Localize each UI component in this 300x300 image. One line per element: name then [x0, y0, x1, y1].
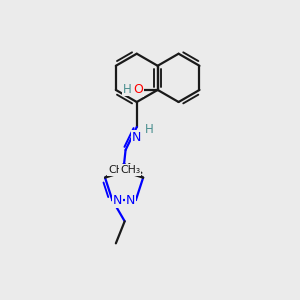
Text: O: O	[133, 83, 143, 96]
Text: CH₃: CH₃	[120, 165, 140, 175]
Text: N: N	[126, 194, 135, 207]
Text: H: H	[123, 82, 131, 95]
Text: N: N	[113, 194, 122, 207]
Text: CH₃: CH₃	[108, 165, 128, 175]
Text: H: H	[145, 123, 154, 136]
Text: N: N	[132, 131, 141, 144]
